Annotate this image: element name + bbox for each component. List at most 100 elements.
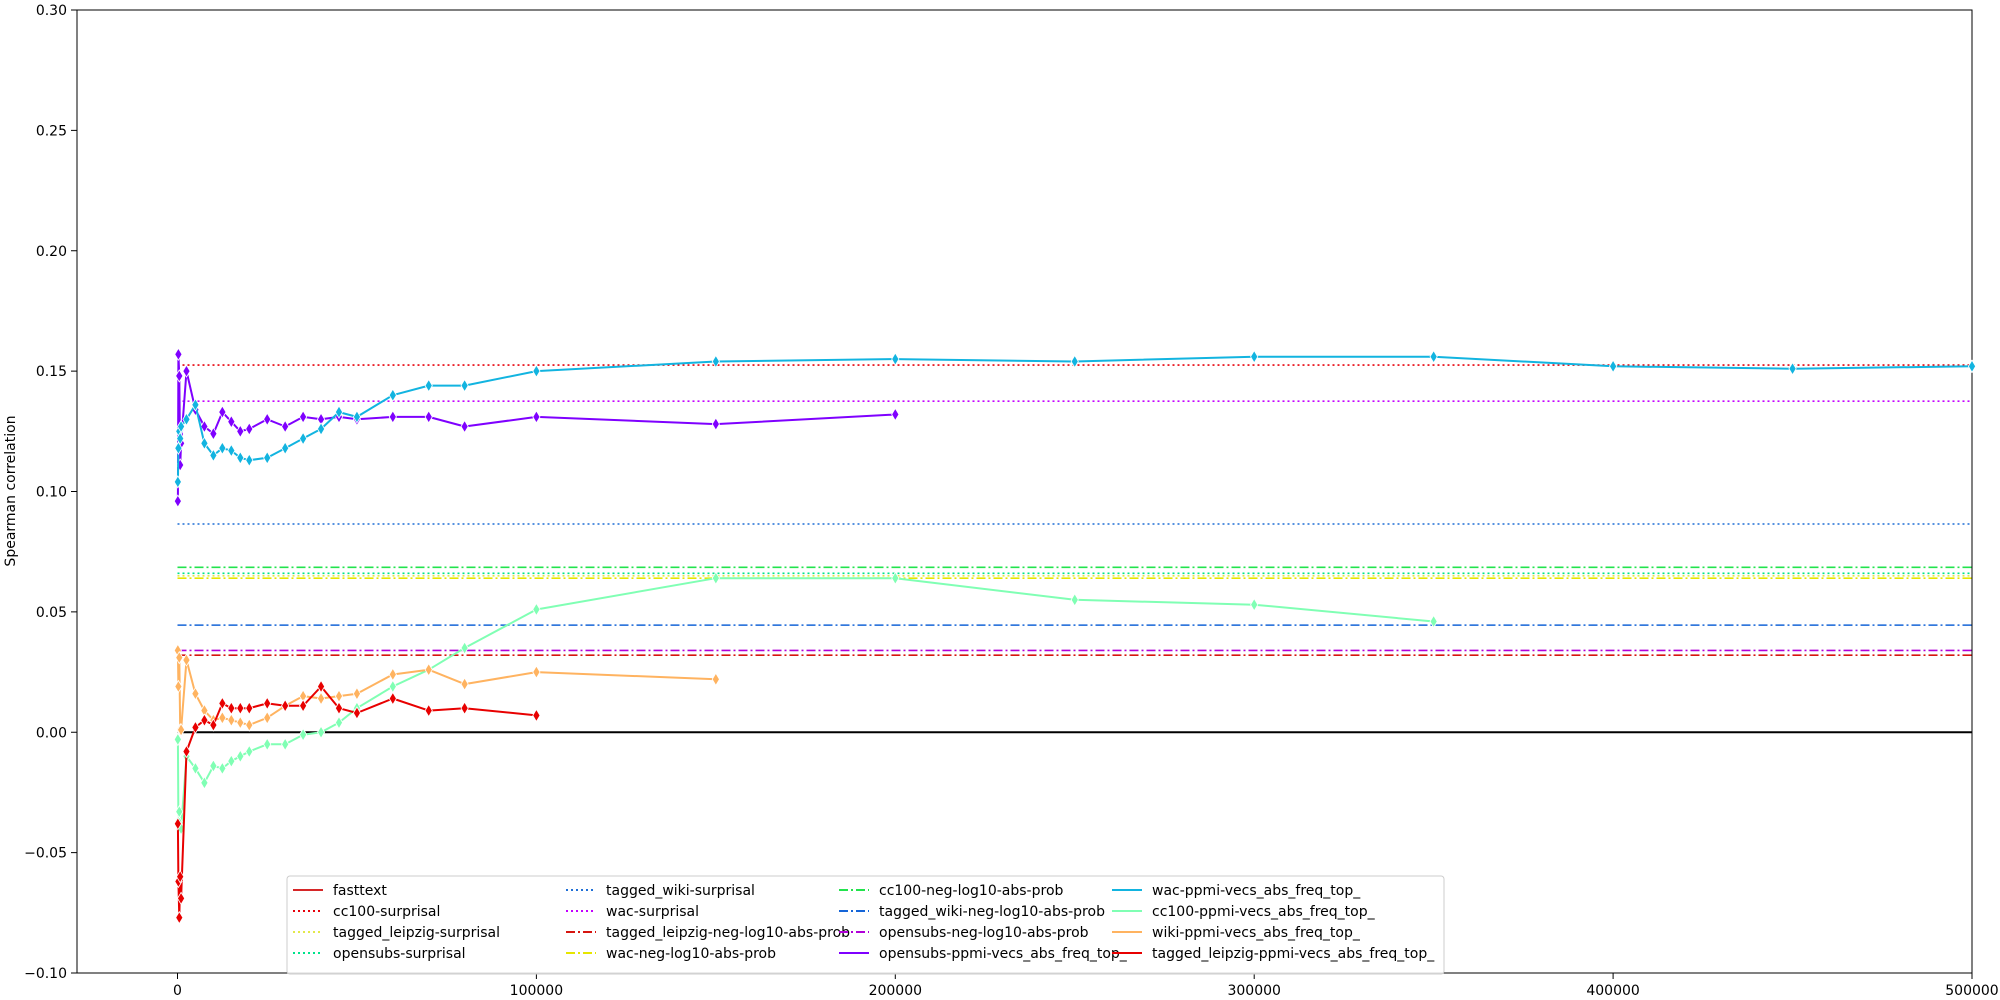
legend-item: opensubs-surprisal <box>293 946 466 962</box>
legend-item: opensubs-ppmi-vecs_abs_freq_top_ <box>839 946 1128 962</box>
data-point <box>460 701 469 715</box>
data-point <box>532 602 541 617</box>
data-point <box>263 711 272 725</box>
data-point <box>263 412 272 427</box>
series-tagged_leipzig-ppmi-vecs_abs_freq_top_ <box>173 679 541 925</box>
data-point <box>334 701 344 715</box>
x-tick-label: 300000 <box>1227 983 1280 999</box>
data-point <box>191 761 200 776</box>
legend-label: wac-ppmi-vecs_abs_freq_top_ <box>1152 883 1361 899</box>
data-point <box>177 891 186 906</box>
data-point <box>424 378 433 393</box>
data-point <box>1609 359 1618 374</box>
legend-label: wac-neg-log10-abs-prob <box>606 946 776 962</box>
legend-label: opensubs-neg-log10-abs-prob <box>879 925 1089 941</box>
x-tick-label: 500000 <box>1945 983 1998 999</box>
data-point <box>352 686 362 701</box>
data-point <box>532 665 541 679</box>
y-tick-label: −0.10 <box>24 966 67 982</box>
data-point <box>352 410 362 424</box>
y-axis-title: Spearman correlation <box>3 415 19 566</box>
data-point <box>1070 593 1079 607</box>
series-lines <box>173 347 1977 925</box>
data-point <box>460 677 469 691</box>
legend-label: wac-surprisal <box>606 904 699 920</box>
data-point <box>281 441 290 455</box>
data-point <box>388 667 397 682</box>
data-point <box>227 443 236 458</box>
legend-item: wac-ppmi-vecs_abs_freq_top_ <box>1112 883 1361 899</box>
data-point <box>236 424 245 439</box>
data-point <box>334 715 344 730</box>
legend-item: wac-surprisal <box>566 904 699 920</box>
data-point <box>299 727 308 742</box>
data-point <box>891 571 900 585</box>
data-point <box>316 725 326 740</box>
data-point <box>218 441 227 455</box>
data-point <box>175 804 184 819</box>
legend-item: tagged_leipzig-ppmi-vecs_abs_freq_top_ <box>1112 946 1435 962</box>
y-tick-label: 0.10 <box>36 485 67 501</box>
data-point <box>182 653 191 667</box>
x-tick-label: 100000 <box>510 983 563 999</box>
data-point <box>532 708 541 723</box>
legend-item: wiki-ppmi-vecs_abs_freq_top_ <box>1112 925 1361 941</box>
data-point <box>227 701 236 715</box>
data-point <box>200 713 209 727</box>
legend-label: cc100-ppmi-vecs_abs_freq_top_ <box>1152 904 1376 920</box>
data-point <box>352 706 362 720</box>
data-point <box>200 436 209 451</box>
data-point <box>1429 614 1438 629</box>
x-tick-label: 200000 <box>869 983 922 999</box>
legend-item: opensubs-neg-log10-abs-prob <box>839 925 1089 941</box>
legend-label: tagged_leipzig-neg-log10-abs-prob <box>606 925 850 941</box>
reference-lines <box>177 364 1972 734</box>
data-point <box>236 715 245 730</box>
legend-item: cc100-ppmi-vecs_abs_freq_top_ <box>1112 904 1376 920</box>
data-point <box>424 703 433 718</box>
data-point <box>245 718 254 732</box>
data-point <box>1250 349 1259 364</box>
data-point <box>236 451 245 465</box>
data-point <box>424 662 433 677</box>
data-point <box>209 759 218 773</box>
y-tick-label: 0.25 <box>36 123 67 139</box>
data-point <box>1070 354 1079 369</box>
data-point <box>173 816 182 831</box>
legend-label: tagged_wiki-surprisal <box>606 883 755 899</box>
data-point <box>263 737 272 752</box>
y-axis: −0.10 −0.05 0.00 0.05 0.10 0.15 0.20 0.25 0.30 <box>24 3 77 982</box>
data-point <box>200 776 209 790</box>
data-point <box>460 378 469 393</box>
data-point <box>281 698 290 713</box>
series-wac-ppmi-vecs_abs_freq_top_ <box>173 349 1977 489</box>
data-point <box>173 732 182 747</box>
data-point <box>236 701 245 715</box>
data-point <box>218 711 227 725</box>
data-point <box>174 679 183 694</box>
data-point <box>200 419 209 434</box>
legend-item: cc100-surprisal <box>293 904 440 920</box>
data-point <box>891 352 900 366</box>
y-tick-label: −0.05 <box>24 846 67 862</box>
data-point <box>1250 597 1259 612</box>
x-axis: 0 100000 200000 300000 400000 500000 <box>173 973 1999 999</box>
data-point <box>245 744 254 759</box>
data-point <box>218 761 227 776</box>
legend-label: opensubs-surprisal <box>333 946 466 962</box>
data-point <box>891 407 900 422</box>
data-point <box>316 691 326 706</box>
legend-label: tagged_wiki-neg-log10-abs-prob <box>879 904 1105 920</box>
data-point <box>227 713 236 727</box>
data-point <box>316 679 326 694</box>
data-point <box>177 419 186 434</box>
data-point <box>174 347 183 362</box>
data-point <box>299 431 308 446</box>
legend-item: tagged_wiki-neg-log10-abs-prob <box>839 904 1105 920</box>
data-point <box>1967 359 1977 374</box>
legend-item: wac-neg-log10-abs-prob <box>566 946 776 962</box>
data-point <box>263 696 272 711</box>
data-point <box>388 388 397 402</box>
data-point <box>182 744 191 759</box>
data-point <box>245 701 254 715</box>
